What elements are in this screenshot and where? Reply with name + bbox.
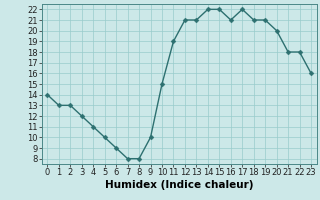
X-axis label: Humidex (Indice chaleur): Humidex (Indice chaleur) [105,180,253,190]
